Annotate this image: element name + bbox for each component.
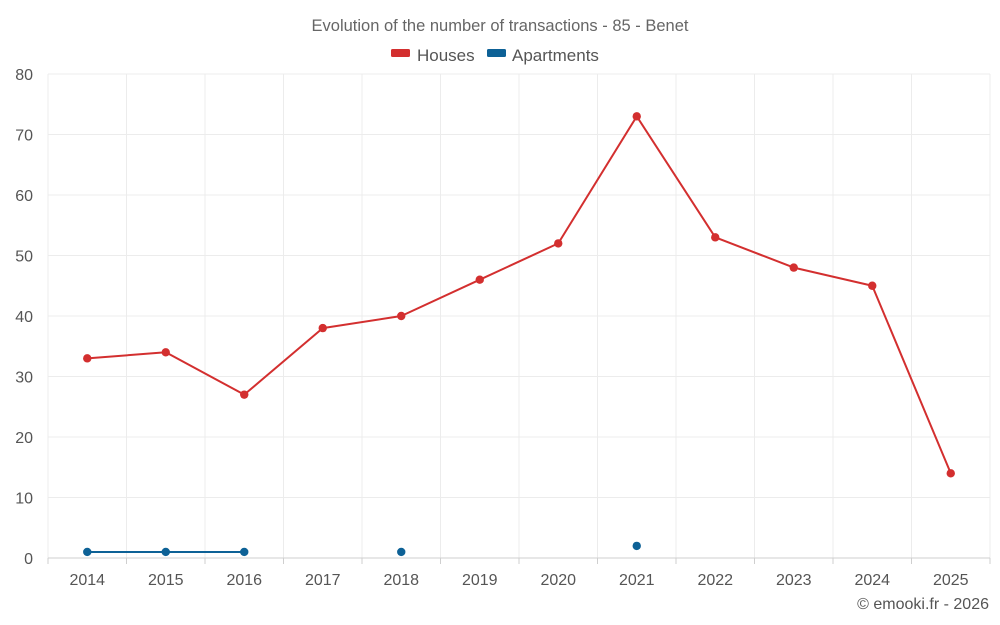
series-houses: [83, 112, 955, 478]
legend-swatch: [391, 49, 410, 57]
x-tick-label: 2016: [226, 572, 262, 589]
data-point-apartments-2018[interactable]: [397, 547, 406, 557]
data-point-houses-2014[interactable]: [83, 354, 92, 363]
data-point-houses-2016[interactable]: [240, 390, 249, 399]
y-tick-label: 60: [15, 188, 33, 205]
legend-swatch: [487, 49, 506, 57]
x-tick-label: 2014: [69, 572, 105, 589]
data-point-houses-2017[interactable]: [318, 323, 327, 333]
x-tick-label: 2021: [619, 572, 655, 589]
legend-label: Houses: [417, 46, 475, 65]
x-tick-label: 2017: [305, 572, 341, 589]
data-point-houses-2024[interactable]: [868, 281, 877, 290]
data-point-apartments-2014[interactable]: [83, 547, 92, 557]
data-point-apartments-2016[interactable]: [240, 547, 249, 557]
y-tick-label: 10: [15, 491, 33, 508]
data-point-houses-2023[interactable]: [789, 263, 798, 272]
series-layer: [83, 112, 955, 557]
data-point-apartments-2021[interactable]: [632, 541, 641, 551]
x-tick-label: 2024: [854, 572, 890, 589]
y-tick-label: 0: [24, 551, 33, 568]
x-tick-label: 2023: [776, 572, 812, 589]
x-tick-label: 2020: [540, 572, 576, 589]
grid: [47, 73, 991, 558]
y-tick-label: 40: [15, 309, 33, 326]
legend: Houses Apartments: [391, 46, 599, 65]
axes: 0 10 20 30 40 50 60 70 80 2014 2015 2016 2017 2018 201…: [15, 67, 991, 589]
y-tick-label: 70: [15, 128, 33, 145]
data-point-houses-2021[interactable]: [632, 112, 641, 121]
x-tick-label: 2018: [383, 572, 419, 589]
legend-item-houses[interactable]: Houses: [391, 46, 475, 65]
data-point-houses-2020[interactable]: [554, 239, 563, 248]
series-apartments: [83, 541, 641, 557]
data-point-houses-2022[interactable]: [711, 233, 720, 242]
data-point-houses-2015[interactable]: [161, 348, 170, 357]
credit-text: © emooki.fr - 2026: [857, 596, 989, 613]
data-point-houses-2019[interactable]: [475, 275, 484, 284]
x-tick-label: 2019: [462, 572, 498, 589]
y-tick-label: 80: [15, 67, 33, 84]
series-line-houses: [87, 115, 952, 474]
data-point-houses-2025[interactable]: [946, 469, 955, 478]
y-tick-label: 30: [15, 370, 33, 387]
x-tick-label: 2015: [148, 572, 184, 589]
data-point-houses-2018[interactable]: [397, 311, 406, 321]
data-point-apartments-2015[interactable]: [161, 547, 170, 557]
y-tick-label: 50: [15, 249, 33, 266]
chart-title: Evolution of the number of transactions …: [312, 17, 689, 35]
x-tick-label: 2022: [697, 572, 733, 589]
y-tick-label: 20: [15, 430, 33, 447]
legend-label: Apartments: [512, 46, 599, 65]
x-tick-label: 2025: [933, 572, 969, 589]
legend-item-apartments[interactable]: Apartments: [487, 46, 599, 65]
